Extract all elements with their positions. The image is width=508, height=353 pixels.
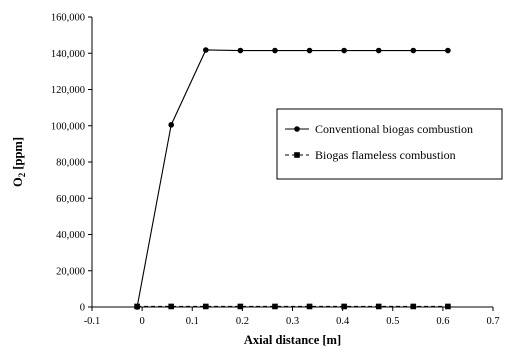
data-point <box>341 47 347 54</box>
data-point <box>202 303 209 310</box>
data-point <box>237 47 244 54</box>
data-point <box>306 303 313 310</box>
data-point <box>202 47 209 53</box>
legend-item: Biogas flameless combustion <box>285 148 456 162</box>
data-point <box>410 47 417 54</box>
y-tick-label: 120,000 <box>51 85 85 96</box>
x-tick-label: 0 <box>140 316 145 327</box>
y-axis-title-subscript: 2 <box>17 172 27 177</box>
data-point <box>168 303 174 310</box>
legend-box <box>276 108 503 180</box>
data-point <box>341 303 347 310</box>
x-tick-label: -0.1 <box>84 316 101 327</box>
y-axis-title: O2 [ppm] <box>11 137 27 187</box>
data-point <box>375 303 382 310</box>
data-point <box>445 303 451 310</box>
x-tick-label: 0.3 <box>286 316 299 327</box>
y-tick-label: 80,000 <box>56 158 85 169</box>
legend-label: Biogas flameless combustion <box>315 148 456 162</box>
legend: Conventional biogas combustion Biogas fla… <box>276 108 503 180</box>
x-tick-label: 0.5 <box>386 316 399 327</box>
y-axis-ticks: 0 20,000 40,000 60,000 80,000 100,000 120,000 1… <box>51 13 92 314</box>
x-tick-label: 0.6 <box>436 316 449 327</box>
y-tick-label: 160,000 <box>51 13 85 24</box>
x-tick-label: 0.2 <box>236 316 249 327</box>
data-point <box>445 47 451 54</box>
y-tick-label: 0 <box>80 303 85 314</box>
series-line <box>136 49 448 308</box>
data-point <box>410 303 417 310</box>
data-point <box>134 303 140 310</box>
legend-item: Conventional biogas combustion <box>285 122 473 136</box>
x-tick-label: 0.7 <box>486 316 499 327</box>
y-axis-title-rest: [ppm] <box>11 137 25 173</box>
y-axis-title-main: O <box>11 177 25 187</box>
data-point <box>272 47 278 54</box>
series-2 <box>134 303 451 310</box>
y-tick-label: 60,000 <box>56 194 85 205</box>
x-tick-label: 0.1 <box>186 316 199 327</box>
y-tick-label: 20,000 <box>56 266 85 277</box>
y-tick-label: 100,000 <box>51 121 85 132</box>
legend-marker <box>294 152 300 158</box>
data-point <box>168 122 174 128</box>
legend-label: Conventional biogas combustion <box>315 122 473 136</box>
y-tick-label: 140,000 <box>51 49 85 60</box>
x-axis-title: Axial distance [m] <box>244 333 341 347</box>
series-layer <box>134 47 451 310</box>
data-point <box>272 303 278 310</box>
data-point <box>237 303 244 310</box>
x-tick-label: 0.4 <box>336 316 350 327</box>
y-tick-label: 40,000 <box>56 230 85 241</box>
data-point <box>306 47 313 54</box>
x-axis-ticks: -0.1 0 0.1 0.2 0.3 0.4 0.5 0.6 0.7 <box>84 307 500 327</box>
legend-marker <box>294 126 300 132</box>
data-point <box>375 47 382 54</box>
